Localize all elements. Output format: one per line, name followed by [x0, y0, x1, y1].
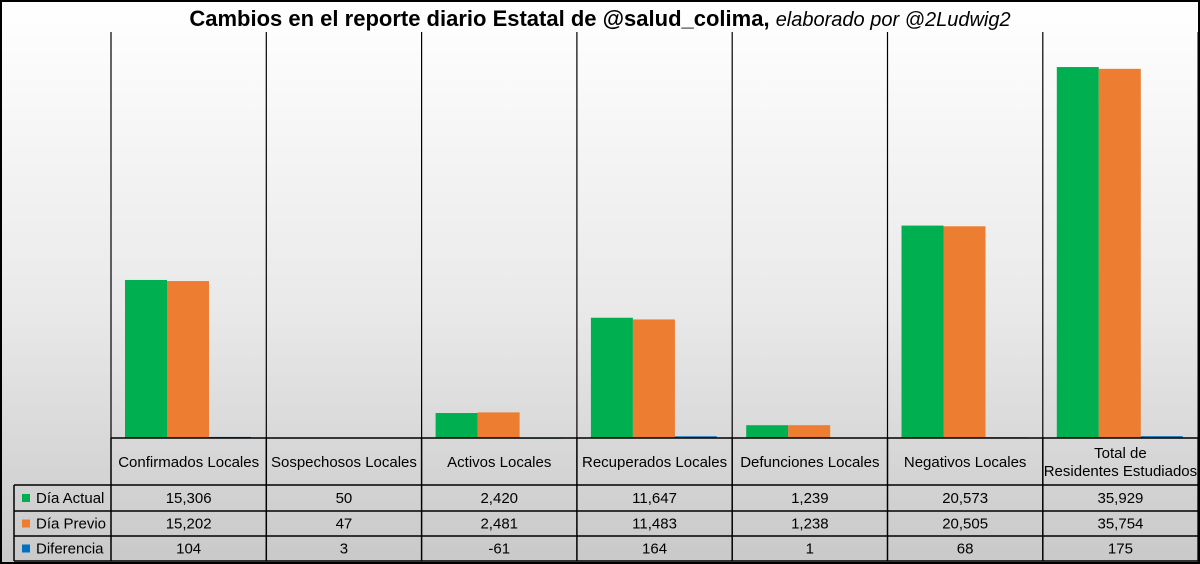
value-label-2-5: 68	[957, 541, 974, 558]
legend-label-2: Diferencia	[36, 541, 104, 558]
bar-dia-actual-3	[590, 317, 633, 438]
value-label-1-4: 1,238	[791, 516, 829, 533]
value-label-1-2: 2,481	[480, 516, 518, 533]
bar-dia-actual-6	[1056, 67, 1099, 438]
bar-dia-actual-2	[435, 413, 478, 438]
category-separators	[110, 32, 1199, 438]
value-label-0-1: 50	[336, 490, 353, 507]
value-label-1-3: 11,483	[632, 516, 677, 533]
chart-title-byline: elaborado por @2Ludwig2	[775, 9, 1011, 31]
legend-swatch-0	[22, 494, 30, 502]
bar-dia-previo-4	[788, 425, 831, 438]
category-label-6: Total de Residentes Estudiados	[1044, 445, 1197, 480]
value-label-1-1: 47	[336, 516, 353, 533]
bars	[125, 67, 1183, 439]
value-label-0-4: 1,239	[791, 490, 829, 507]
data-table: Confirmados Locales Sospechosos Locales Ac…	[13, 437, 1199, 562]
value-label-1-6: 35,754	[1098, 516, 1144, 533]
category-label-2: Activos Locales	[447, 454, 551, 471]
value-label-2-3: 164	[642, 541, 667, 558]
bar-dia-actual-4	[746, 425, 789, 438]
legend-swatch-1	[22, 519, 30, 528]
legend-label-1: Día Previo	[36, 516, 106, 533]
value-label-1-5: 20,505	[942, 516, 988, 533]
value-label-2-2: -61	[488, 541, 510, 558]
legend-swatch-2	[22, 544, 30, 553]
value-label-0-2: 2,420	[480, 490, 518, 507]
category-label-1: Sospechosos Locales	[271, 454, 417, 471]
category-label-3: Recuperados Locales	[582, 454, 727, 471]
value-label-0-3: 11,647	[632, 490, 677, 507]
value-label-0-5: 20,573	[942, 490, 988, 507]
chart-title: Cambios en el reporte diario Estatal de …	[0, 6, 1200, 32]
bar-diferencia-3	[674, 436, 717, 438]
category-label-5: Negativos Locales	[904, 454, 1027, 471]
bar-dia-previo-3	[632, 319, 675, 438]
value-label-0-6: 35,929	[1098, 490, 1144, 507]
value-label-2-6: 175	[1108, 541, 1133, 558]
bar-dia-actual-5	[901, 225, 944, 438]
value-label-0-0: 15,306	[166, 490, 212, 507]
bar-dia-actual-0	[125, 279, 167, 438]
chart-title-main: Cambios en el reporte diario Estatal de …	[189, 6, 770, 31]
bar-dia-previo-0	[167, 281, 209, 438]
category-label-0: Confirmados Locales	[118, 454, 259, 471]
legend-label-0: Día Actual	[36, 490, 104, 507]
value-label-2-0: 104	[176, 541, 201, 558]
value-label-1-0: 15,202	[166, 516, 212, 533]
bar-dia-previo-2	[477, 412, 520, 438]
value-label-2-4: 1	[806, 541, 814, 558]
value-label-2-1: 3	[340, 541, 348, 558]
category-label-4: Defunciones Locales	[740, 454, 879, 471]
bar-diferencia-6	[1140, 436, 1183, 438]
bar-dia-previo-5	[943, 226, 986, 438]
bar-dia-previo-6	[1098, 68, 1141, 438]
